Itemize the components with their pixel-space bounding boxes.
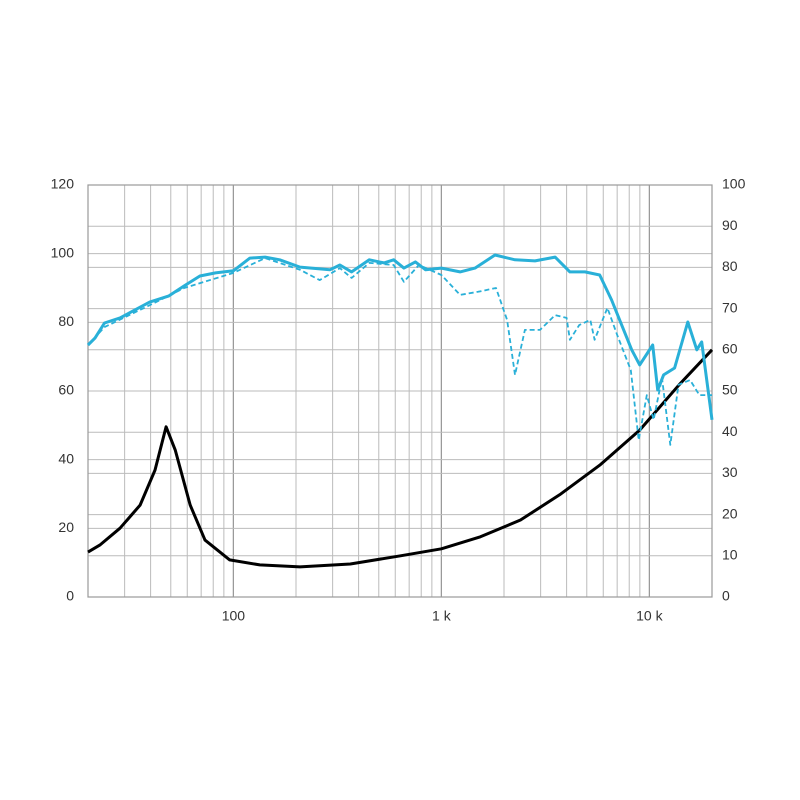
y2-tick-label: 90 [722, 217, 738, 233]
series-line [87, 257, 712, 446]
x-tick-label: 10 k [636, 608, 663, 624]
plot [86, 253, 714, 569]
y2-tick-label: 40 [722, 423, 738, 439]
series-line [87, 348, 714, 569]
y-tick-label: 80 [58, 313, 74, 329]
y2-tick-label: 30 [722, 464, 738, 480]
y-tick-label: 40 [58, 450, 74, 466]
y2-tick-label: 70 [722, 299, 738, 315]
y2-tick-label: 60 [722, 341, 738, 357]
y-tick-label: 100 [51, 244, 75, 260]
y2-tick-label: 80 [722, 258, 738, 274]
x-tick-label: 1 k [432, 608, 452, 624]
y2-tick-label: 0 [722, 588, 730, 604]
grid [87, 184, 713, 598]
y2-tick-label: 100 [722, 176, 746, 192]
y-tick-label: 60 [58, 382, 74, 398]
y2-tick-label: 10 [722, 547, 738, 563]
series-line [86, 253, 714, 420]
y-tick-label: 120 [51, 176, 75, 192]
y2-tick-label: 50 [722, 382, 738, 398]
y-tick-label: 0 [66, 588, 74, 604]
y2-tick-label: 20 [722, 505, 738, 521]
y-tick-label: 20 [58, 519, 74, 535]
x-tick-label: 100 [222, 608, 246, 624]
plot-frame [87, 184, 713, 598]
